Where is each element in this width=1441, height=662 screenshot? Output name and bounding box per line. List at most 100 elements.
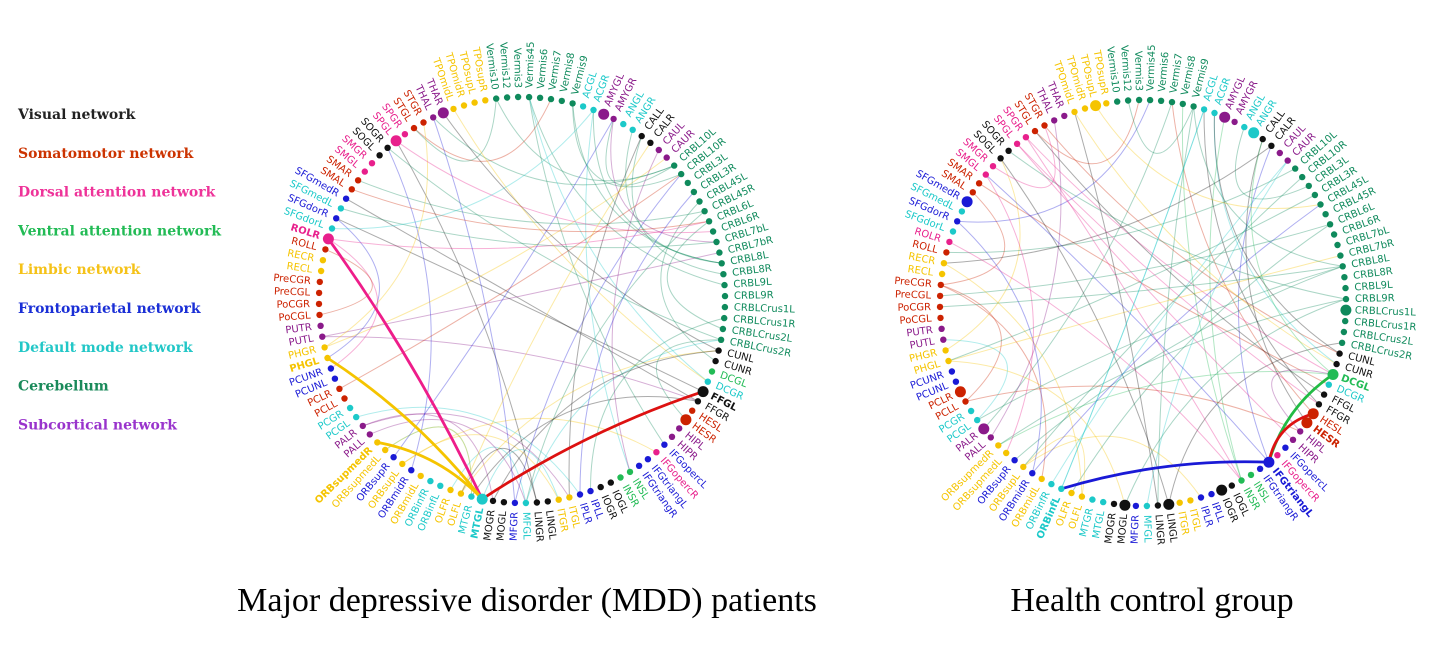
- region-node: [597, 483, 604, 491]
- region-node: [661, 441, 668, 448]
- region-label: MFGR: [1130, 515, 1142, 544]
- connection-edge: [362, 412, 570, 498]
- region-node: [1179, 100, 1187, 108]
- region-node: [680, 414, 692, 426]
- region-node: [975, 180, 983, 187]
- region-node: [322, 246, 329, 253]
- region-node: [1259, 135, 1266, 143]
- region-label: PreCGL: [274, 286, 311, 298]
- connection-edge: [1250, 138, 1334, 375]
- region-node: [945, 357, 952, 365]
- region-node: [962, 398, 969, 405]
- legend-item: Ventral attention network: [17, 223, 221, 239]
- connection-edge: [1124, 298, 1347, 506]
- strong-connection-edge: [481, 390, 704, 501]
- region-node: [430, 114, 437, 121]
- region-node: [1247, 471, 1255, 479]
- region-node: [1176, 499, 1183, 506]
- region-node: [558, 97, 565, 105]
- region-label: MFGR: [509, 512, 521, 541]
- connection-edge: [387, 147, 432, 471]
- connection-edge: [324, 122, 429, 348]
- region-node: [514, 93, 522, 101]
- region-node: [471, 99, 478, 106]
- legend-item: Cerebellum: [18, 379, 109, 395]
- region-node: [713, 238, 720, 246]
- connection-edge: [948, 360, 1126, 506]
- region-node: [1187, 497, 1194, 504]
- region-node: [1110, 500, 1118, 508]
- region-label: RECR: [907, 251, 936, 267]
- region-node: [522, 499, 530, 507]
- region-node: [1020, 463, 1027, 471]
- region-node: [569, 100, 576, 107]
- region-node: [1031, 127, 1039, 135]
- connection-edge: [328, 238, 379, 369]
- region-label: ITGR: [1175, 511, 1190, 536]
- connection-edge: [528, 96, 725, 286]
- connection-edge: [495, 98, 675, 182]
- region-node: [1248, 127, 1260, 139]
- region-node: [942, 347, 949, 354]
- region-node: [1068, 489, 1075, 497]
- region-node: [327, 365, 335, 372]
- region-node: [341, 395, 348, 402]
- connection-edge: [402, 434, 560, 500]
- connection-edge: [943, 262, 1083, 497]
- region-node: [684, 179, 691, 187]
- region-node: [635, 462, 643, 469]
- connection-edge: [1023, 435, 1202, 498]
- region-node: [503, 94, 511, 101]
- connection-edge: [1071, 223, 1331, 494]
- region-node: [701, 208, 708, 215]
- connection-edge: [328, 220, 710, 250]
- region-node: [342, 195, 350, 202]
- connection-edge: [625, 129, 722, 264]
- region-node: [324, 354, 331, 362]
- connection-edge: [1213, 112, 1337, 365]
- connection-edge: [460, 350, 719, 494]
- region-node: [1330, 231, 1338, 238]
- connection-edge: [589, 317, 725, 492]
- region-node: [390, 454, 397, 461]
- region-node: [1292, 165, 1299, 172]
- region-label: Vermis6: [1157, 51, 1172, 92]
- region-node: [1208, 490, 1215, 498]
- connection-edge: [940, 191, 1006, 286]
- region-node: [936, 303, 944, 311]
- connection-edge: [324, 157, 668, 348]
- region-label: LINGR: [1153, 514, 1166, 545]
- connection-edge: [481, 449, 560, 500]
- connection-edge: [1008, 150, 1347, 300]
- region-label: PUTR: [285, 322, 313, 336]
- region-node: [697, 386, 709, 398]
- region-node: [1216, 484, 1228, 496]
- connection-edge: [939, 265, 1343, 308]
- region-node: [1268, 142, 1275, 149]
- region-node: [954, 218, 961, 225]
- connection-edge: [611, 149, 660, 473]
- region-node: [322, 233, 334, 245]
- region-node: [1078, 493, 1086, 500]
- region-node: [1301, 417, 1313, 429]
- region-node: [1315, 401, 1323, 408]
- region-node: [1157, 97, 1165, 105]
- connection-edge: [1095, 105, 1321, 210]
- region-node: [427, 477, 434, 485]
- region-label: RECL: [286, 261, 314, 276]
- region-node: [655, 146, 662, 154]
- region-node: [721, 292, 729, 300]
- connection-edge: [432, 117, 675, 186]
- region-node: [533, 499, 541, 506]
- region-node: [476, 493, 488, 505]
- region-node: [316, 278, 323, 286]
- region-node: [331, 375, 339, 382]
- region-node: [1241, 123, 1248, 131]
- region-label: Vermis45: [524, 41, 537, 88]
- region-node: [1299, 173, 1306, 181]
- connection-edge: [610, 118, 717, 243]
- region-node: [967, 407, 975, 415]
- region-node: [720, 271, 727, 278]
- connection-edge: [395, 140, 538, 503]
- region-label: Vermis3: [1132, 51, 1144, 91]
